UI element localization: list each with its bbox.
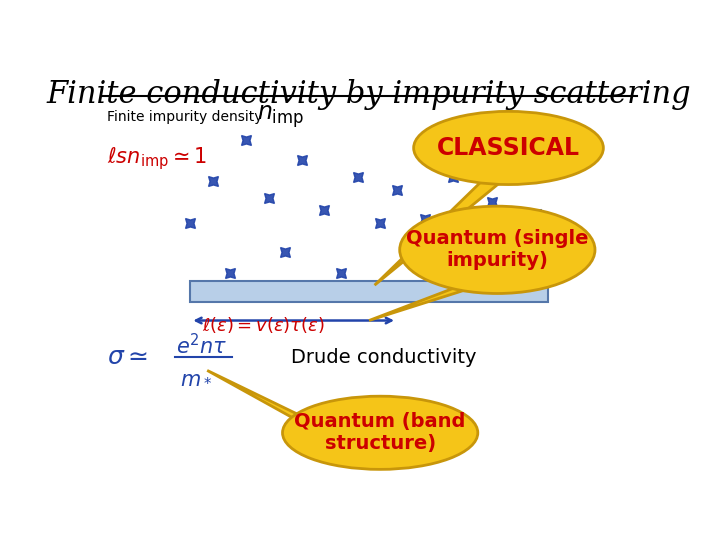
Ellipse shape bbox=[400, 206, 595, 293]
Ellipse shape bbox=[413, 111, 603, 185]
Text: Quantum (single
impurity): Quantum (single impurity) bbox=[406, 230, 588, 271]
Text: Finite conductivity by impurity scattering: Finite conductivity by impurity scatteri… bbox=[47, 79, 691, 110]
Text: Quantum (band
structure): Quantum (band structure) bbox=[294, 412, 466, 453]
Text: CLASSICAL: CLASSICAL bbox=[437, 136, 580, 160]
Text: $\ell(\epsilon) = v(\epsilon)\tau(\epsilon)$: $\ell(\epsilon) = v(\epsilon)\tau(\epsil… bbox=[202, 315, 325, 335]
Ellipse shape bbox=[282, 396, 478, 469]
Polygon shape bbox=[207, 370, 385, 456]
Polygon shape bbox=[374, 172, 513, 285]
Text: $\ell s n_{\rm imp} \simeq 1$: $\ell s n_{\rm imp} \simeq 1$ bbox=[107, 145, 207, 172]
Text: $\sigma \simeq$: $\sigma \simeq$ bbox=[107, 347, 148, 369]
Text: $n_{\rm imp}$: $n_{\rm imp}$ bbox=[258, 104, 305, 130]
Polygon shape bbox=[369, 278, 503, 321]
Text: Drude conductivity: Drude conductivity bbox=[291, 348, 477, 367]
Bar bbox=[190, 281, 547, 302]
Text: $m_*$: $m_*$ bbox=[180, 368, 212, 387]
Text: $e^2 n\tau$: $e^2 n\tau$ bbox=[176, 333, 228, 358]
Text: Finite impurity density: Finite impurity density bbox=[107, 110, 262, 124]
